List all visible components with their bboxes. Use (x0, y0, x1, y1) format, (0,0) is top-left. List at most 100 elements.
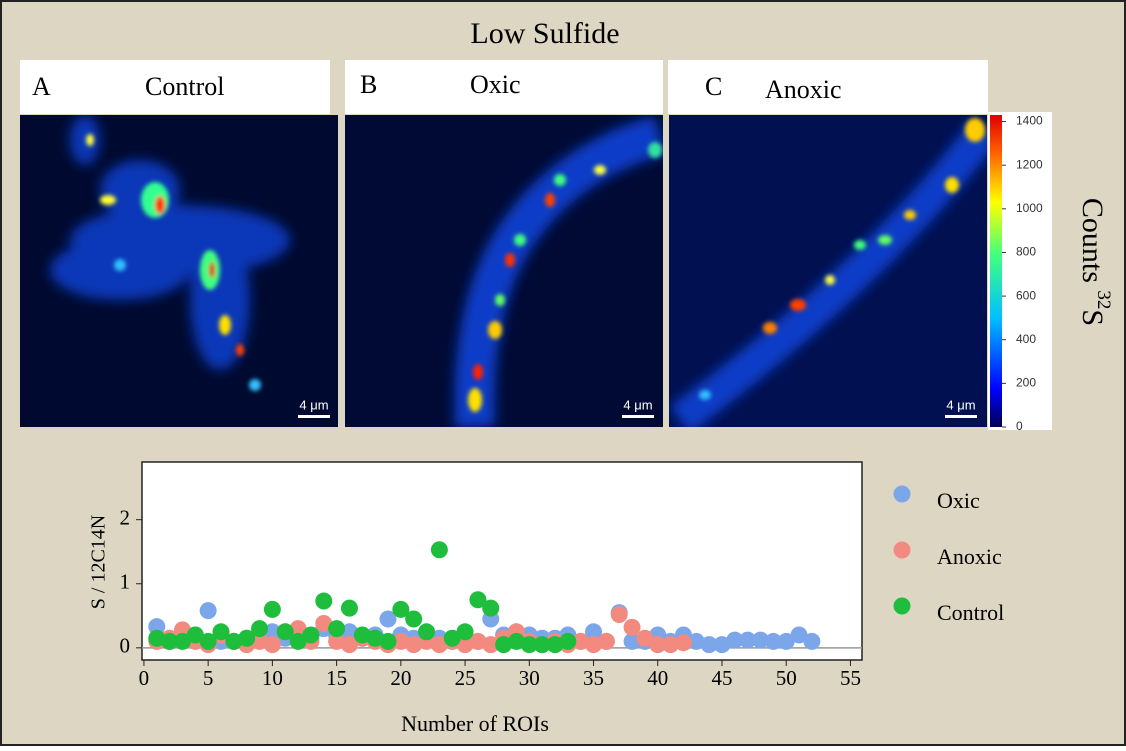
colorbar-tick-label: 1000 (1016, 201, 1043, 215)
panel-label: Anoxic (765, 75, 842, 104)
colorbar-gradient (990, 115, 1002, 427)
scatter-point (764, 632, 782, 650)
scale-bar-label: 4 μm (299, 397, 328, 412)
scatter-point (315, 614, 333, 632)
scatter-point (263, 636, 281, 654)
scatter-point (366, 629, 384, 647)
scatter-point (610, 606, 628, 624)
scale-bar-label: 4 μm (946, 397, 975, 412)
scatter-point (649, 636, 667, 654)
panel-letter: B (360, 70, 377, 99)
scatter-point (662, 636, 680, 654)
scatter-point (752, 631, 770, 649)
scatter-point (340, 623, 358, 641)
scatter-point (443, 629, 461, 647)
scatter-point (392, 632, 410, 650)
scatter-point (353, 626, 371, 644)
legend-marker (893, 485, 911, 503)
scatter-point (328, 620, 346, 638)
scatter-point (340, 636, 358, 654)
colorbar-tick-label: 800 (1016, 245, 1036, 259)
scatter-point (520, 636, 538, 654)
panel-header (345, 60, 663, 114)
scatter-point (533, 636, 551, 654)
scatter-point (482, 636, 500, 654)
scatter-point (430, 636, 448, 654)
scatter-point (405, 636, 423, 654)
scale-bar-label: 4 μm (623, 397, 652, 412)
y-tick-label: 2 (120, 505, 131, 529)
scatter-point (251, 620, 269, 638)
scatter-point (790, 626, 808, 644)
scatter-point (726, 631, 744, 649)
panel-header (668, 60, 988, 114)
figure-title: Low Sulfide (470, 17, 619, 50)
scatter-point (379, 632, 397, 650)
scatter-point (559, 632, 577, 650)
scatter-point (238, 629, 256, 647)
panel-letter: A (32, 72, 51, 101)
scatter-chart: 0 5 10 15 20 25 30 35 40 45 50 55 0 1 2 Oxic Anoxic Contr… (120, 485, 1004, 690)
x-tick-label: 0 (139, 666, 150, 690)
scatter-point (777, 632, 795, 650)
scatter-point (739, 631, 757, 649)
scatter-point (623, 618, 641, 636)
scatter-point (803, 632, 821, 650)
scatter-point (379, 610, 397, 628)
y-tick-label: 1 (120, 570, 131, 594)
colorbar: 0 200 400 600 800 1000 1200 1400 (990, 114, 1043, 433)
x-tick-label: 5 (203, 666, 214, 690)
x-tick-label: 30 (519, 666, 540, 690)
legend-label: Control (937, 600, 1004, 625)
x-tick-label: 35 (583, 666, 604, 690)
scatter-point (199, 602, 217, 620)
colorbar-label: Counts 32S (1076, 198, 1114, 326)
x-axis-label: Number of ROIs (401, 711, 549, 736)
scatter-point (199, 632, 217, 650)
scatter-point (289, 620, 307, 638)
image-control: 4 μm (20, 115, 338, 427)
panel-label: Oxic (470, 70, 521, 99)
scatter-point (315, 592, 333, 610)
scatter-point (687, 632, 705, 650)
colorbar-tick-label: 1200 (1016, 157, 1043, 171)
legend-label: Oxic (937, 488, 980, 513)
scatter-point (469, 591, 487, 609)
scatter-point (495, 636, 513, 654)
scatter-point (186, 626, 204, 644)
scatter-point (225, 632, 243, 650)
scatter-point (276, 623, 294, 641)
colorbar-label-element: S (1076, 309, 1109, 326)
scatter-point (585, 636, 603, 654)
scatter-point (430, 541, 448, 559)
scatter-point (636, 629, 654, 647)
x-tick-label: 45 (711, 666, 732, 690)
scatter-point (456, 623, 474, 641)
scatter-point (161, 632, 179, 650)
panel-letter: C (705, 72, 722, 101)
scatter-point (418, 623, 436, 641)
legend-marker (893, 541, 911, 559)
y-tick-label: 0 (120, 634, 131, 658)
x-tick-label: 40 (647, 666, 668, 690)
image-anoxic: 4 μm (669, 115, 987, 427)
x-tick-label: 10 (262, 666, 283, 690)
scatter-point (148, 629, 166, 647)
colorbar-tick-label: 200 (1016, 376, 1036, 390)
scatter-point (302, 626, 320, 644)
scatter-point (340, 599, 358, 617)
scatter-point (674, 634, 692, 652)
legend-marker (893, 597, 911, 615)
image-oxic: 4 μm (345, 115, 663, 427)
x-tick-label: 25 (455, 666, 476, 690)
colorbar-tick-label: 400 (1016, 332, 1036, 346)
scatter-point (263, 600, 281, 618)
scatter-point (469, 632, 487, 650)
scatter-point (700, 636, 718, 654)
colorbar-tick-label: 0 (1016, 419, 1023, 433)
colorbar-label-text: Counts (1076, 198, 1109, 283)
scatter-point (507, 632, 525, 650)
colorbar-label-superscript: 32 (1093, 290, 1114, 309)
scatter-point (546, 636, 564, 654)
